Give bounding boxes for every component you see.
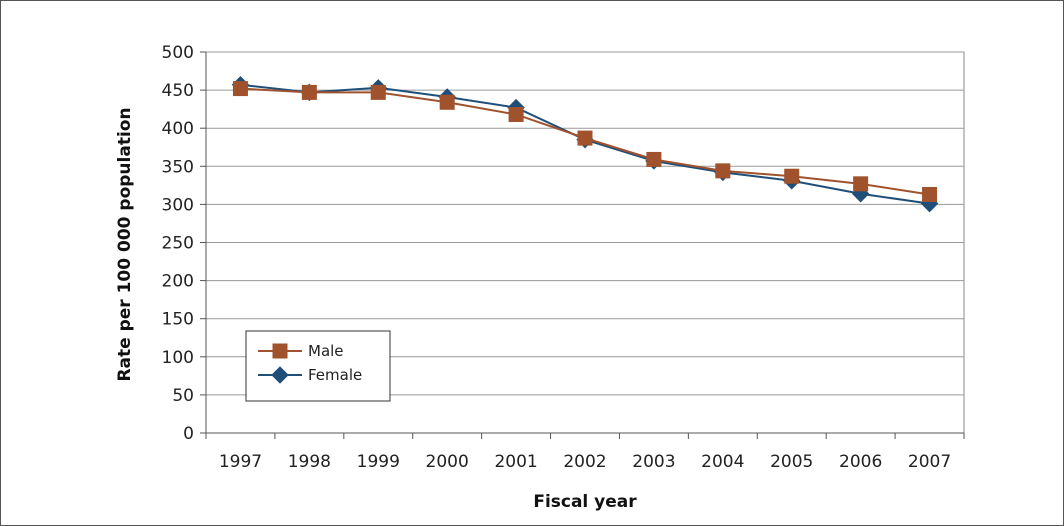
data-point [922, 186, 938, 202]
x-tick-label: 2002 [563, 452, 606, 472]
y-tick-label: 200 [162, 272, 194, 292]
y-tick-label: 100 [162, 348, 194, 368]
x-axis: 1997 1998 1999 2000 2001 2002 2003 2004 2005 2006… [205, 432, 965, 472]
legend-label: Male [308, 342, 344, 360]
legend-box [245, 330, 391, 402]
y-tick-label: 250 [162, 234, 194, 254]
data-point [577, 130, 593, 146]
legend-marker [271, 366, 289, 384]
x-tick-label: 2003 [632, 452, 675, 472]
data-point [715, 163, 731, 179]
series-layer [231, 76, 939, 213]
y-tick-label: 500 [162, 43, 194, 63]
y-tick-label: 0 [183, 424, 194, 444]
data-point [853, 176, 869, 192]
legend-label: Female [308, 366, 362, 384]
x-tick-label: 1998 [288, 452, 331, 472]
series-male [232, 81, 938, 202]
y-axis-title: Rate per 100 000 population [115, 107, 135, 381]
x-axis-title: Fiscal year [533, 492, 637, 512]
x-tick-label: 2007 [908, 452, 951, 472]
data-point [370, 84, 386, 100]
legend-item: Female [258, 366, 362, 384]
y-tick-label: 400 [162, 119, 194, 139]
y-tick-label: 50 [172, 386, 194, 406]
y-tick-label: 350 [162, 157, 194, 177]
data-point [508, 106, 524, 122]
y-tick-label: 150 [162, 310, 194, 330]
data-point [646, 151, 662, 167]
x-tick-label: 2000 [426, 452, 469, 472]
gridlines [206, 51, 964, 396]
x-tick-label: 1997 [219, 452, 262, 472]
data-point [232, 81, 248, 97]
data-point [439, 94, 455, 110]
x-tick-label: 1999 [357, 452, 400, 472]
x-tick-label: 2001 [494, 452, 537, 472]
x-tick-label: 2004 [701, 452, 744, 472]
y-tick-label: 450 [162, 81, 194, 101]
data-point [301, 84, 317, 100]
y-tick-label: 300 [162, 195, 194, 215]
x-tick-label: 2005 [770, 452, 813, 472]
y-axis: 0 50 100 150 200 250 300 350 400 450 500 [162, 43, 207, 444]
data-point [784, 168, 800, 184]
legend: Male Female [245, 330, 391, 402]
legend-marker [272, 343, 288, 359]
x-tick-label: 2006 [839, 452, 882, 472]
legend-item: Male [258, 342, 344, 360]
